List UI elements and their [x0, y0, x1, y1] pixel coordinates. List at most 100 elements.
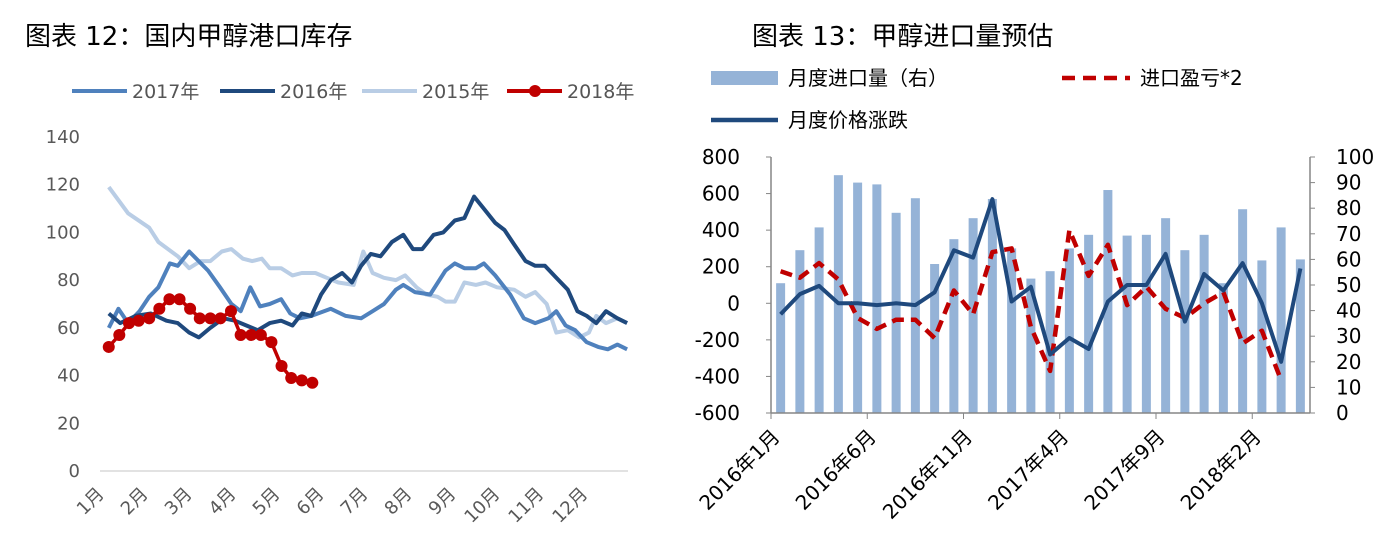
series-line-2016年 — [107, 194, 628, 340]
bar-import-volume — [1064, 248, 1074, 413]
y-right-tick-label: 30 — [1336, 324, 1361, 348]
legend-label: 2018年 — [567, 81, 634, 103]
y-right-tick-label: 90 — [1336, 171, 1361, 195]
y-right-tick-label: 50 — [1336, 273, 1361, 297]
x-tick-label: 9月 — [425, 484, 461, 520]
x-tick-label: 5月 — [249, 484, 285, 520]
bar-import-volume — [1084, 234, 1094, 413]
x-tick-label: 7月 — [337, 484, 373, 520]
bar-import-volume — [1218, 283, 1228, 413]
legend-swatch-bar — [711, 71, 778, 85]
y-tick-label: 0 — [69, 461, 80, 482]
y-right-tick-label: 20 — [1336, 350, 1361, 374]
data-point-marker — [163, 293, 176, 306]
x-tick-label: 2018年2月 — [1176, 425, 1266, 515]
bar-import-volume — [1199, 234, 1209, 413]
legend: 月度进口量（右） 进口盈亏*2 月度价格涨跌 — [711, 66, 1243, 132]
data-point-marker — [245, 329, 258, 342]
data-point-marker — [306, 376, 319, 389]
y-left-tick-label: 400 — [702, 218, 740, 242]
y-right-tick-label: 80 — [1336, 196, 1361, 220]
x-tick-label: 2017年9月 — [1079, 425, 1169, 515]
data-point-marker — [214, 312, 227, 325]
y-right-tick-label: 100 — [1336, 145, 1374, 169]
data-point-marker — [153, 302, 166, 315]
y-right-tick-label: 60 — [1336, 247, 1361, 271]
data-point-marker — [224, 305, 237, 318]
data-point-marker — [184, 302, 197, 315]
y-tick-label: 40 — [57, 366, 80, 387]
x-tick-label: 10月 — [460, 484, 504, 528]
y-right-tick-label: 70 — [1336, 222, 1361, 246]
bar-import-volume — [853, 182, 863, 413]
bar-import-volume — [949, 239, 959, 413]
legend-label: 2017年 — [132, 81, 199, 103]
y-left-tick-label: -400 — [695, 364, 740, 388]
legend-label: 进口盈亏*2 — [1140, 66, 1243, 90]
x-tick-label: 2016年11月 — [878, 425, 977, 524]
chart-port-inventory: 图表 12：国内甲醇港口库存 2017年 2016年 2015年 2018年 0 20 4… — [25, 22, 634, 527]
x-tick-label: 2017年4月 — [983, 425, 1073, 515]
x-tick-label: 8月 — [381, 484, 417, 520]
bar-import-volume — [776, 283, 786, 413]
data-point-marker — [254, 329, 267, 342]
x-tick-label: 2016年6月 — [791, 425, 881, 515]
series-group — [102, 185, 628, 389]
y-left-tick-label: 0 — [727, 291, 740, 315]
legend-label: 2015年 — [422, 81, 489, 103]
legend-marker — [529, 85, 541, 97]
bar-import-volume — [1007, 248, 1017, 413]
x-tick-label: 4月 — [205, 484, 241, 520]
y-right-tick-label: 10 — [1336, 375, 1361, 399]
y-left-tick-label: 200 — [702, 255, 740, 279]
x-tick-label: 2016年1月 — [694, 425, 784, 515]
data-point-marker — [102, 340, 115, 353]
series-line-2017年 — [107, 249, 628, 352]
legend-label: 2016年 — [280, 81, 347, 103]
y-left-tick-label: -600 — [695, 401, 740, 425]
x-tick-label: 6月 — [293, 484, 329, 520]
legend: 2017年 2016年 2015年 2018年 — [72, 81, 634, 103]
x-tick-label: 3月 — [161, 484, 197, 520]
bar-import-volume — [1122, 235, 1132, 413]
legend-label: 月度进口量（右） — [788, 66, 948, 90]
chart-title: 图表 13：甲醇进口量预估 — [752, 22, 1053, 52]
data-point-marker — [285, 371, 298, 384]
bar-import-volume — [1180, 250, 1190, 413]
bar-import-volume — [968, 218, 978, 413]
x-tick-label: 12月 — [548, 484, 592, 528]
series-line-import-margin — [779, 227, 1284, 381]
y-tick-label: 80 — [57, 270, 80, 291]
data-point-marker — [204, 312, 217, 325]
x-tick-label: 1月 — [73, 484, 109, 520]
bar-import-volume — [1026, 278, 1036, 413]
bar-import-volume — [987, 198, 997, 413]
line-series — [779, 197, 1303, 381]
data-point-marker — [193, 312, 206, 325]
chart-title: 图表 12：国内甲醇港口库存 — [25, 22, 352, 52]
data-point-marker — [234, 329, 247, 342]
bar-import-volume — [1045, 271, 1055, 413]
data-point-marker — [295, 374, 308, 387]
series-line-price-change — [779, 197, 1303, 364]
y-right-tick-label: 40 — [1336, 299, 1361, 323]
x-tick-label: 2月 — [117, 484, 153, 520]
bar-import-volume — [1238, 209, 1248, 413]
data-point-marker — [173, 293, 186, 306]
bar-import-volume — [1161, 218, 1171, 413]
y-left-tick-label: 800 — [702, 145, 740, 169]
y-tick-label: 140 — [46, 127, 80, 148]
bar-import-volume — [1141, 234, 1151, 413]
legend-label: 月度价格涨跌 — [788, 108, 908, 132]
data-point-marker — [265, 336, 278, 349]
bar-import-volume — [814, 227, 824, 413]
bar-import-volume — [930, 264, 940, 413]
x-tick-label: 11月 — [504, 484, 548, 528]
y-left-tick-label: 600 — [702, 182, 740, 206]
bar-import-volume — [1295, 259, 1305, 413]
y-tick-label: 60 — [57, 318, 80, 339]
y-tick-label: 100 — [46, 222, 80, 243]
bar-import-volume — [872, 184, 882, 413]
